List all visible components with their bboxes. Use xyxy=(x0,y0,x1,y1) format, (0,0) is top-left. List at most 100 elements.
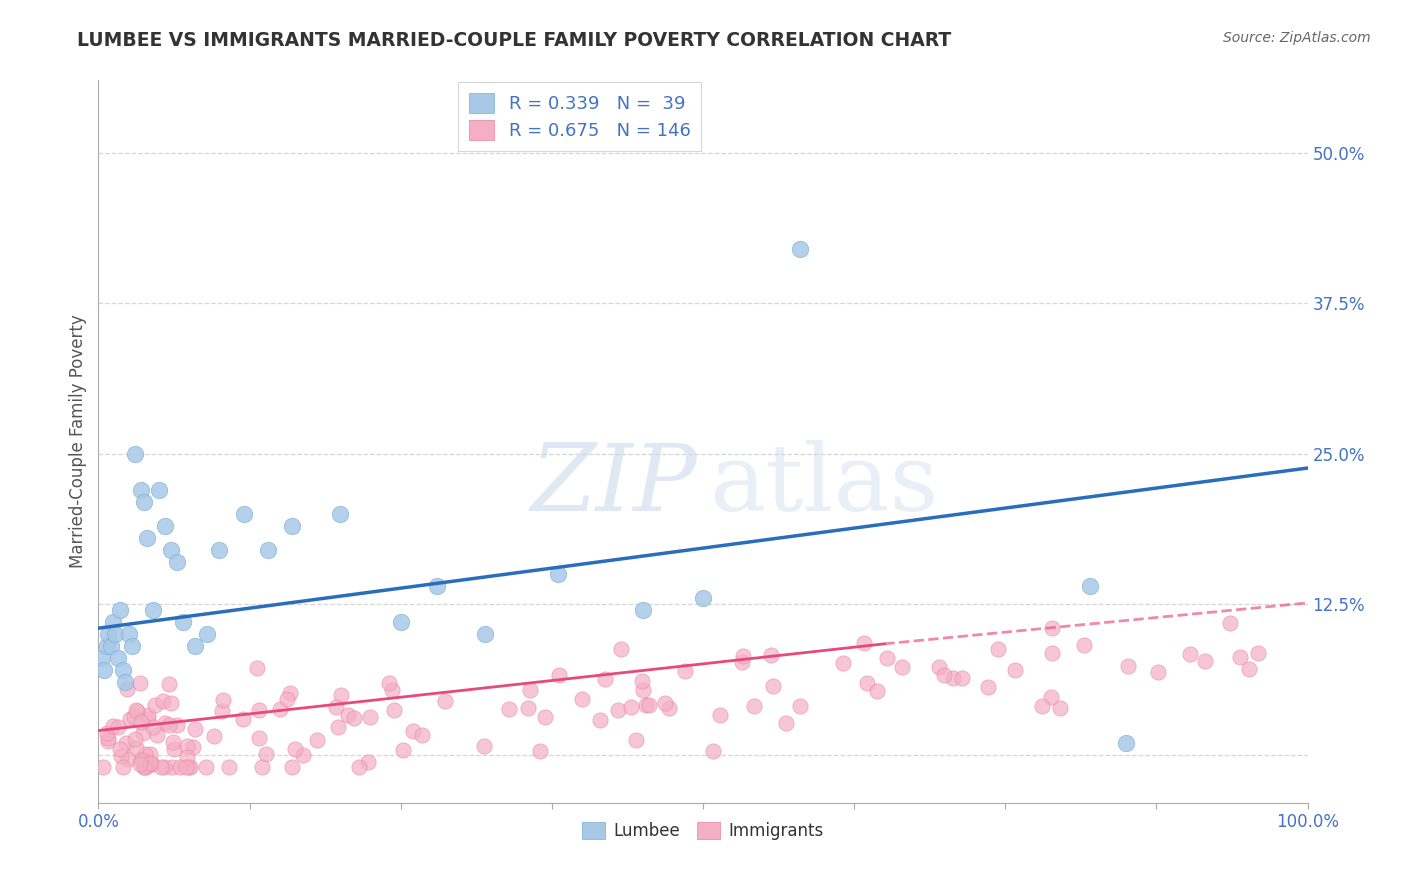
Point xyxy=(426,579,449,593)
Point xyxy=(1116,658,1139,673)
Point xyxy=(1040,647,1063,661)
Point xyxy=(1147,665,1170,680)
Point xyxy=(208,542,231,557)
Point xyxy=(325,699,347,714)
Point xyxy=(117,752,139,766)
Point xyxy=(121,639,143,653)
Point xyxy=(118,627,141,641)
Point xyxy=(153,715,176,730)
Point xyxy=(107,651,129,665)
Point xyxy=(731,648,754,663)
Point xyxy=(357,756,380,770)
Text: ZIP: ZIP xyxy=(530,440,697,530)
Point xyxy=(136,713,159,727)
Point xyxy=(519,683,541,698)
Point xyxy=(762,679,785,693)
Point xyxy=(129,756,152,771)
Point xyxy=(775,716,797,731)
Point xyxy=(256,542,278,557)
Point xyxy=(136,756,159,771)
Point xyxy=(103,719,125,733)
Point xyxy=(1247,647,1270,661)
Point xyxy=(125,704,148,718)
Text: Source: ZipAtlas.com: Source: ZipAtlas.com xyxy=(1223,31,1371,45)
Point xyxy=(163,742,186,756)
Point xyxy=(157,717,180,731)
Point xyxy=(247,703,270,717)
Point xyxy=(411,728,433,742)
Point xyxy=(143,698,166,713)
Point xyxy=(987,641,1010,656)
Point xyxy=(631,603,654,617)
Legend: Lumbee, Immigrants: Lumbee, Immigrants xyxy=(575,815,831,847)
Point xyxy=(176,739,198,754)
Point xyxy=(157,677,180,691)
Point xyxy=(218,760,240,774)
Point xyxy=(162,735,184,749)
Point xyxy=(533,709,555,723)
Point xyxy=(1031,699,1053,714)
Point xyxy=(250,760,273,774)
Point xyxy=(328,721,350,735)
Point xyxy=(1040,690,1063,704)
Point xyxy=(389,615,412,630)
Point xyxy=(104,627,127,641)
Point xyxy=(742,699,765,714)
Point xyxy=(254,747,277,761)
Point xyxy=(593,672,616,686)
Point xyxy=(160,760,183,774)
Point xyxy=(129,753,152,767)
Point xyxy=(759,648,782,662)
Point xyxy=(115,736,138,750)
Point xyxy=(132,725,155,739)
Point xyxy=(184,722,207,736)
Point xyxy=(654,696,676,710)
Point xyxy=(1049,701,1071,715)
Point xyxy=(91,651,114,665)
Point xyxy=(184,639,207,653)
Point xyxy=(202,729,225,743)
Point xyxy=(110,749,132,764)
Point xyxy=(232,507,254,521)
Point xyxy=(976,681,998,695)
Point xyxy=(139,756,162,770)
Point xyxy=(891,659,914,673)
Point xyxy=(134,760,156,774)
Point xyxy=(380,683,402,698)
Point xyxy=(100,639,122,653)
Point xyxy=(125,741,148,756)
Point xyxy=(1073,638,1095,652)
Point xyxy=(114,675,136,690)
Point xyxy=(347,760,370,774)
Point xyxy=(731,655,754,669)
Point xyxy=(571,691,593,706)
Point xyxy=(281,519,304,533)
Point xyxy=(176,760,198,774)
Y-axis label: Married-Couple Family Poverty: Married-Couple Family Poverty xyxy=(69,315,87,568)
Point xyxy=(153,760,176,774)
Point xyxy=(101,615,124,630)
Point xyxy=(128,676,150,690)
Point xyxy=(142,603,165,617)
Point xyxy=(115,681,138,696)
Point xyxy=(179,760,201,774)
Point xyxy=(789,242,811,256)
Text: atlas: atlas xyxy=(709,440,938,530)
Point xyxy=(134,494,156,508)
Point xyxy=(876,651,898,665)
Point xyxy=(129,714,152,729)
Point xyxy=(1040,621,1063,635)
Point xyxy=(1180,647,1202,661)
Point xyxy=(135,760,157,774)
Point xyxy=(281,760,304,774)
Point xyxy=(111,664,134,678)
Point xyxy=(107,720,129,734)
Point xyxy=(153,519,176,533)
Point xyxy=(329,507,352,521)
Point xyxy=(1237,662,1260,676)
Point xyxy=(124,446,146,460)
Point xyxy=(702,744,724,758)
Point xyxy=(636,698,658,712)
Point xyxy=(141,756,163,771)
Point xyxy=(853,636,876,650)
